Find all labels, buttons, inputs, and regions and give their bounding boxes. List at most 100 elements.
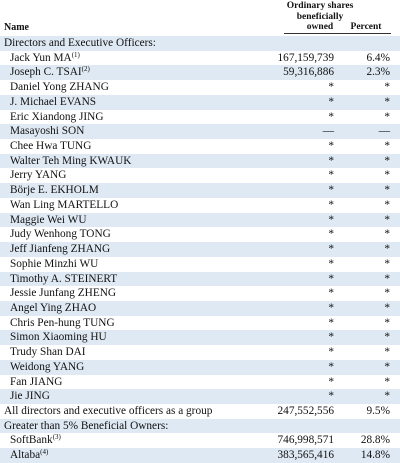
table-row: Maggie Wei WU * * [0, 212, 400, 228]
table-row: Jie JING * * [0, 389, 400, 404]
row-percent: * [384, 301, 390, 314]
row-name: Chris Pen-hung TUNG [10, 316, 115, 331]
footnote-ref: (1) [71, 50, 80, 59]
row-name: Weidong YANG [10, 360, 84, 375]
row-name: Jeff Jianfeng ZHANG [10, 242, 110, 257]
row-name-text: Jie JING [10, 390, 50, 403]
row-shares: * [328, 316, 334, 329]
row-percent: * [384, 81, 390, 94]
row-name-text: Altaba [10, 449, 41, 462]
header-shares: Ordinary shares beneficially owned [284, 1, 356, 34]
row-percent: * [384, 331, 390, 344]
row-name-text: Masayoshi SON [10, 125, 85, 138]
row-name-text: Jack Yun MA [10, 51, 72, 64]
table-row: J. Michael EVANS * * [0, 94, 400, 110]
table-row: Chris Pen-hung TUNG * * [0, 316, 400, 331]
row-percent: * [384, 154, 390, 167]
row-shares: * [328, 110, 334, 123]
table-row: Simon Xiaoming HU * * [0, 330, 400, 346]
row-percent: * [384, 140, 390, 153]
row-name-text: Walter Teh Ming KWAUK [10, 154, 132, 167]
row-percent: * [384, 95, 390, 108]
row-name: All directors and executive officers as … [4, 404, 212, 419]
table-row: Judy Wenhong TONG * * [0, 227, 400, 242]
row-name-text: Daniel Yong ZHANG [10, 81, 109, 94]
row-name: Jie JING [10, 389, 50, 404]
row-name-text: Jerry YANG [10, 169, 67, 182]
row-name-text: All directors and executive officers as … [4, 404, 213, 417]
row-name: Timothy A. STEINERT [10, 272, 117, 287]
row-shares: * [328, 272, 334, 285]
section-row: All directors and executive officers as … [0, 404, 400, 419]
row-name: Sophie Minzhi WU [10, 257, 98, 272]
footnote-ref: (2) [81, 65, 90, 74]
row-shares: * [328, 257, 334, 270]
row-name: Wan Ling MARTELLO [10, 198, 118, 213]
row-name: Masayoshi SON [10, 124, 84, 139]
row-name: Fan JIANG [10, 375, 62, 390]
row-shares: — [322, 125, 334, 138]
row-name: Greater than 5% Beneficial Owners: [4, 419, 168, 434]
row-percent: * [384, 375, 390, 388]
row-shares: * [328, 95, 334, 108]
table-row: Börje E. EKHOLM * * [0, 183, 400, 198]
table-header: Name Ordinary shares beneficially owned … [0, 0, 400, 36]
row-name-text: Eric Xiandong JING [10, 110, 104, 123]
row-percent: 2.3% [366, 66, 390, 79]
table-row: Altaba(4) 383,565,416 14.8% [0, 448, 400, 463]
row-percent: * [384, 184, 390, 197]
row-percent: * [384, 390, 390, 403]
table-row: Joseph C. TSAI(2) 59,316,886 2.3% [0, 65, 400, 81]
row-name-text: SoftBank [10, 434, 53, 447]
row-name: Jack Yun MA(1) [10, 51, 80, 66]
row-name-text: Judy Wenhong TONG [10, 228, 111, 241]
row-name-text: Angel Ying ZHAO [10, 301, 97, 314]
table-body: Directors and Executive Officers: Jack Yu… [0, 36, 400, 463]
row-shares: 59,316,886 [283, 66, 334, 79]
header-percent: Percent [341, 22, 391, 34]
row-percent: 14.8% [360, 449, 390, 462]
row-name: Altaba(4) [10, 448, 48, 463]
table-row: Walter Teh Ming KWAUK * * [0, 153, 400, 169]
row-name-text: Börje E. EKHOLM [10, 184, 99, 197]
row-percent: * [384, 169, 390, 182]
row-shares: * [328, 301, 334, 314]
row-name-text: Wan Ling MARTELLO [10, 198, 119, 211]
footnote-ref: (3) [52, 433, 61, 442]
row-shares: 383,565,416 [277, 449, 334, 462]
table-row: Fan JIANG * * [0, 375, 400, 390]
table-row: Jessie Junfang ZHENG * * [0, 286, 400, 301]
table-row: Angel Ying ZHAO * * [0, 300, 400, 316]
row-name-text: Maggie Wei WU [10, 213, 87, 226]
row-percent: * [384, 110, 390, 123]
row-shares: * [328, 331, 334, 344]
header-shares-line-3: owned [284, 22, 356, 34]
row-name-text: Fan JIANG [10, 375, 63, 388]
table-row: Eric Xiandong JING * * [0, 110, 400, 125]
header-shares-line-2: beneficially [296, 11, 344, 22]
row-shares: * [328, 243, 334, 256]
row-name-text: Joseph C. TSAI [10, 66, 82, 79]
header-shares-line-1: Ordinary shares [286, 1, 354, 11]
header-name: Name [4, 22, 29, 33]
row-shares: * [328, 140, 334, 153]
table-row: Jack Yun MA(1) 167,159,739 6.4% [0, 51, 400, 66]
table-row: Timothy A. STEINERT * * [0, 271, 400, 287]
row-percent: * [384, 346, 390, 359]
row-shares: * [328, 184, 334, 197]
row-shares: 746,998,571 [277, 434, 334, 447]
row-percent: 6.4% [366, 51, 390, 64]
row-percent: 9.5% [366, 404, 390, 417]
row-percent: * [384, 287, 390, 300]
row-name: Directors and Executive Officers: [4, 36, 156, 51]
row-shares: * [328, 346, 334, 359]
row-shares: * [328, 287, 334, 300]
row-name-text: Directors and Executive Officers: [4, 37, 156, 49]
row-name: Eric Xiandong JING [10, 110, 104, 125]
section-row: Greater than 5% Beneficial Owners: [0, 418, 400, 434]
row-shares: * [328, 360, 334, 373]
row-shares: * [328, 169, 334, 182]
row-name-text: Chee Hwa TUNG [10, 140, 92, 153]
row-name-text: Chris Pen-hung TUNG [10, 316, 115, 329]
